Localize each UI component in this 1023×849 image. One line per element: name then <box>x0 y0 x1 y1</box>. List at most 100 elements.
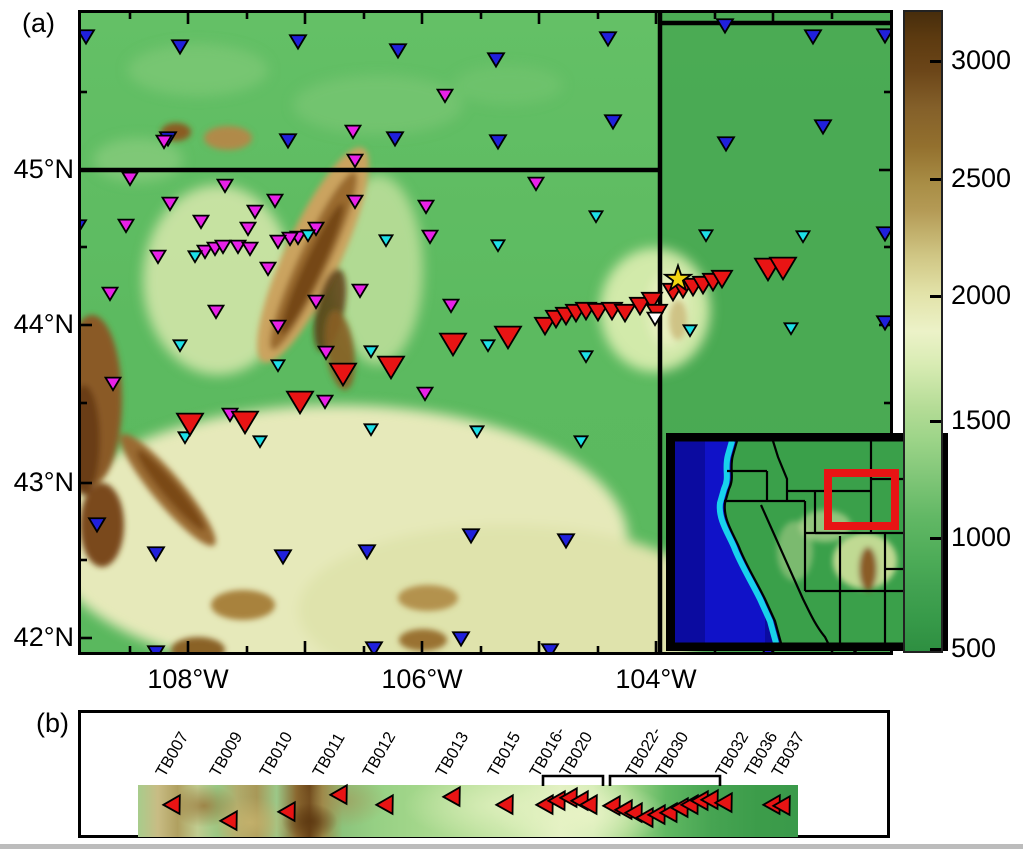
magenta-station-marker <box>154 134 174 150</box>
red-line-station-marker <box>533 316 557 337</box>
magenta-station-marker <box>238 221 258 237</box>
blue-station-marker <box>486 52 506 69</box>
longitude-tick-label: 106°W <box>381 664 463 694</box>
blue-station-marker <box>388 43 408 60</box>
inset-frame <box>666 433 948 651</box>
magenta-station-marker <box>245 204 265 220</box>
magenta-station-marker <box>268 319 288 335</box>
cyan-station-marker <box>782 322 800 336</box>
cyan-station-marker <box>186 250 204 264</box>
magenta-station-marker <box>268 234 288 250</box>
main-map <box>78 10 948 655</box>
colorbar-tick-label: 1500 <box>951 405 1012 435</box>
elevation-colorbar <box>903 10 943 653</box>
magenta-station-marker <box>526 176 546 192</box>
red-large-station-marker <box>328 362 358 388</box>
profile-strip <box>138 785 798 837</box>
magenta-station-marker <box>315 394 335 410</box>
blue-station-marker <box>146 546 166 563</box>
cyan-station-marker <box>171 339 189 353</box>
blue-station-marker <box>451 631 471 648</box>
cyan-station-marker <box>479 339 497 353</box>
cyan-station-marker <box>577 350 595 364</box>
white-station-marker <box>645 311 665 327</box>
cyan-station-marker <box>794 230 812 244</box>
blue-station-marker <box>357 544 377 561</box>
panel-b-label: (b) <box>36 708 69 738</box>
magenta-station-marker <box>441 298 461 314</box>
magenta-station-marker <box>213 239 233 255</box>
red-large-station-marker <box>376 355 406 381</box>
colorbar-tick-label: 3000 <box>951 45 1012 75</box>
magenta-station-marker <box>100 286 120 302</box>
panel-a-label: (a) <box>22 8 55 38</box>
bottom-divider <box>0 844 1023 849</box>
magenta-station-marker <box>240 241 260 257</box>
latitude-tick-label: 42°N <box>13 622 74 652</box>
blue-station-marker <box>875 28 893 45</box>
cyan-station-marker <box>269 359 287 373</box>
red-line-station-marker <box>710 269 734 290</box>
cyan-station-marker <box>587 210 605 224</box>
terrain-layer <box>78 10 893 655</box>
colorbar-tick <box>930 648 941 651</box>
cyan-station-marker <box>362 423 380 437</box>
mainshock-star <box>662 262 694 293</box>
red-large-station-marker <box>768 256 798 282</box>
cyan-station-marker <box>697 229 715 243</box>
magenta-station-marker <box>350 283 370 299</box>
colorbar-tick-label: 2000 <box>951 280 1012 310</box>
blue-station-marker <box>598 31 618 48</box>
latitude-tick-label: 44°N <box>13 309 74 339</box>
magenta-station-marker <box>343 124 363 140</box>
magenta-station-marker <box>103 376 123 392</box>
study-area-box <box>824 469 899 530</box>
state-borders <box>78 10 893 655</box>
red-large-station-marker <box>438 332 468 358</box>
blue-station-marker <box>170 39 190 56</box>
magenta-station-marker <box>345 194 365 210</box>
magenta-station-marker <box>148 249 168 265</box>
magenta-station-marker <box>120 171 140 187</box>
coast-shelf <box>716 440 779 644</box>
red-line-station-marker <box>628 296 652 317</box>
magenta-station-marker <box>420 229 440 245</box>
magenta-station-marker <box>316 345 336 361</box>
colorbar-tick <box>930 537 941 540</box>
magenta-station-marker <box>228 239 248 255</box>
blue-station-marker <box>875 315 893 332</box>
cyan-station-marker <box>681 324 699 338</box>
latitude-tick-label: 45°N <box>13 154 74 184</box>
red-line-station-marker <box>586 302 610 323</box>
cyan-station-marker <box>489 239 507 253</box>
magenta-station-marker <box>258 261 278 277</box>
red-line-station-marker <box>613 303 637 324</box>
map-frame <box>78 10 893 655</box>
cyan-station-marker <box>377 234 395 248</box>
magenta-station-marker <box>265 193 285 209</box>
colorbar-tick-label: 500 <box>951 633 997 663</box>
blue-station-marker <box>385 131 405 148</box>
colorbar-tick <box>930 295 941 298</box>
cyan-station-marker <box>468 425 486 439</box>
magenta-station-marker <box>416 199 436 215</box>
cyan-station-marker <box>572 435 590 449</box>
colorbar-tick <box>930 420 941 423</box>
magenta-station-marker <box>206 304 226 320</box>
blue-station-marker <box>488 134 508 151</box>
blue-station-marker <box>716 136 736 153</box>
blue-station-marker <box>803 29 823 46</box>
longitude-tick-label: 104°W <box>615 664 697 694</box>
red-large-station-marker <box>230 410 260 436</box>
magenta-station-marker <box>215 178 235 194</box>
blue-station-marker <box>603 114 623 131</box>
cyan-station-marker <box>176 431 194 445</box>
blue-station-marker <box>875 226 893 243</box>
blue-station-marker <box>87 517 107 534</box>
stations-layer <box>78 18 893 655</box>
cyan-station-marker <box>299 229 317 243</box>
colorbar-tick <box>930 178 941 181</box>
latitude-tick-label: 43°N <box>13 467 74 497</box>
red-large-station-marker <box>175 412 205 438</box>
